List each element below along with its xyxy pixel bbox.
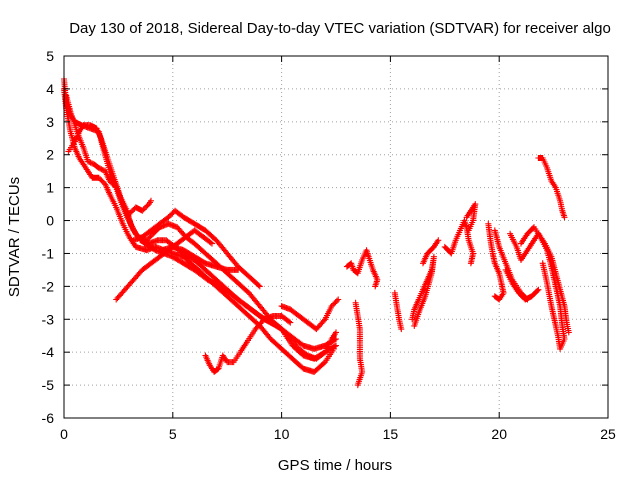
y-tick-labels: -6 -5 -4 -3 -2 -1 0 1 2 3 4 5	[42, 48, 55, 426]
y-tick-label: -1	[42, 245, 55, 261]
y-tick-label: 5	[46, 48, 54, 64]
y-axis-title: SDTVAR / TECUs	[6, 177, 23, 297]
sdtvar-points	[61, 76, 572, 389]
y-tick-label: 0	[46, 213, 54, 229]
chart-title: Day 130 of 2018, Sidereal Day-to-day VTE…	[69, 20, 611, 37]
x-tick-label: 15	[383, 426, 399, 442]
y-tick-label: -5	[42, 377, 55, 393]
y-tick-label: -4	[42, 344, 55, 360]
plot-frame	[63, 55, 609, 419]
y-tick-label: 2	[46, 147, 54, 163]
x-tick-label: 10	[274, 426, 290, 442]
y-tick-label: 4	[46, 81, 54, 97]
grid	[64, 56, 608, 418]
y-tick-label: 1	[46, 180, 54, 196]
axis-ticks	[63, 55, 609, 419]
data-marks	[61, 76, 572, 389]
x-axis-title: GPS time / hours	[278, 457, 392, 474]
x-tick-label: 0	[60, 426, 68, 442]
x-tick-label: 5	[169, 426, 177, 442]
x-tick-label: 25	[600, 426, 616, 442]
y-tick-label: -6	[42, 410, 55, 426]
y-tick-label: -2	[42, 278, 55, 294]
y-tick-label: 3	[46, 114, 54, 130]
y-tick-label: -3	[42, 311, 55, 327]
x-tick-label: 20	[491, 426, 507, 442]
x-tick-labels: 0 5 10 15 20 25	[60, 426, 616, 442]
